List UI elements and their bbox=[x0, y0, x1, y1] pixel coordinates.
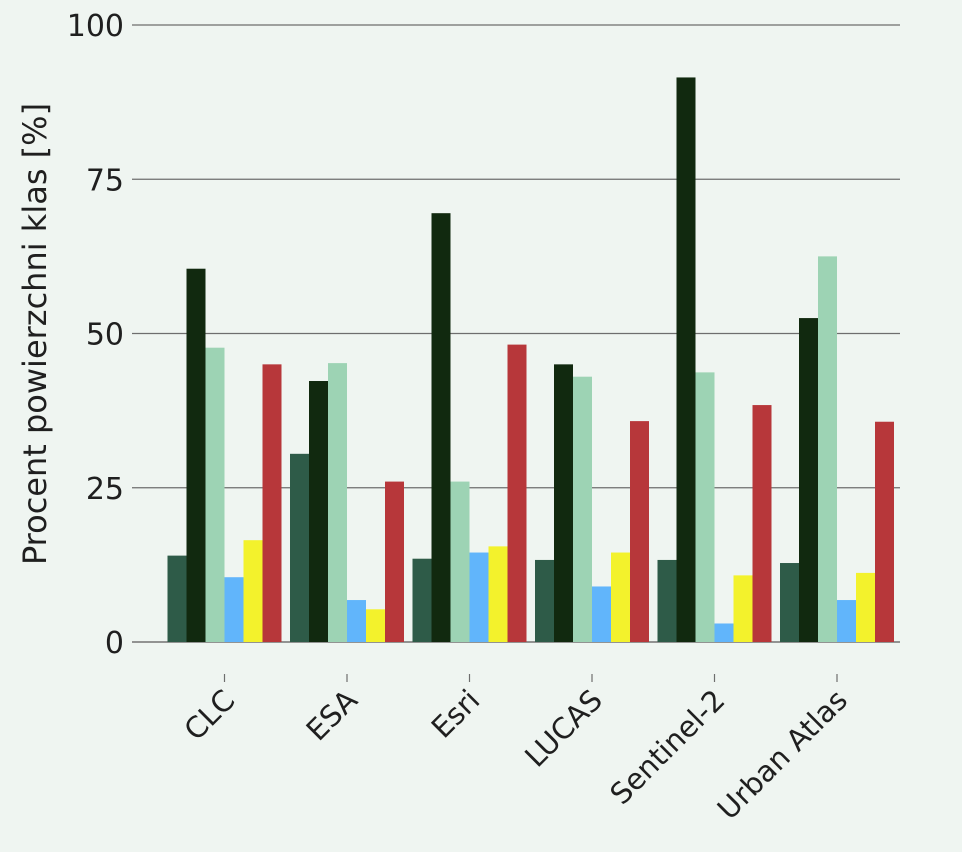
bar-sentinel-2-s6 bbox=[752, 405, 772, 642]
y-tick-label-50: 50 bbox=[86, 318, 124, 353]
bar-lucas-s3 bbox=[573, 376, 592, 642]
x-tick-label-esri: Esri bbox=[425, 683, 487, 745]
bar-urban-atlas-s5 bbox=[856, 572, 875, 642]
y-tick-label-0: 0 bbox=[105, 626, 124, 661]
y-axis-title: Procent powierzchni klas [%] bbox=[16, 103, 54, 565]
x-tick-label-sentinel-2: Sentinel-2 bbox=[603, 683, 731, 811]
bar-urban-atlas-s6 bbox=[875, 421, 894, 642]
bar-lucas-s2 bbox=[554, 364, 573, 642]
bar-esa-s1 bbox=[290, 453, 309, 642]
bar-clc-s1 bbox=[167, 555, 187, 642]
bar-esri-s4 bbox=[469, 552, 489, 642]
bar-esa-s2 bbox=[309, 381, 328, 642]
bar-esa-s5 bbox=[366, 609, 385, 642]
bar-lucas-s1 bbox=[535, 559, 554, 642]
bar-esri-s3 bbox=[450, 481, 470, 642]
bar-esa-s3 bbox=[328, 363, 347, 642]
bar-clc-s4 bbox=[224, 577, 244, 642]
bar-sentinel-2-s1 bbox=[657, 559, 677, 642]
bar-clc-s6 bbox=[262, 364, 282, 642]
x-tick-label-esa: ESA bbox=[300, 683, 365, 748]
bar-lucas-s6 bbox=[630, 421, 649, 642]
bar-esa-s6 bbox=[385, 481, 404, 642]
bar-clc-s2 bbox=[186, 268, 206, 642]
y-tick-label-100: 100 bbox=[67, 9, 124, 44]
bar-sentinel-2-s2 bbox=[676, 77, 696, 642]
y-tick-label-25: 25 bbox=[86, 472, 124, 507]
bar-sentinel-2-s4 bbox=[714, 623, 734, 642]
bar-sentinel-2-s3 bbox=[695, 372, 715, 642]
bar-esri-s6 bbox=[507, 344, 527, 642]
bar-urban-atlas-s4 bbox=[837, 600, 856, 642]
bar-lucas-s4 bbox=[592, 586, 611, 642]
bar-lucas-s5 bbox=[611, 552, 630, 642]
bar-urban-atlas-s3 bbox=[818, 256, 837, 642]
bars bbox=[167, 77, 894, 642]
bar-clc-s3 bbox=[205, 347, 225, 642]
bar-urban-atlas-s1 bbox=[780, 563, 799, 642]
bar-clc-s5 bbox=[243, 540, 263, 642]
x-tick-label-clc: CLC bbox=[177, 683, 241, 747]
bar-esri-s2 bbox=[431, 213, 451, 642]
bar-urban-atlas-s2 bbox=[799, 318, 818, 642]
bar-esri-s1 bbox=[412, 558, 432, 642]
y-axis-ticks: 0 25 50 75 100 bbox=[67, 9, 124, 661]
bar-esa-s4 bbox=[347, 600, 366, 642]
x-tick-label-urban-atlas: Urban Atlas bbox=[711, 683, 854, 826]
bar-sentinel-2-s5 bbox=[733, 575, 753, 642]
x-tick-label-lucas: LUCAS bbox=[518, 683, 609, 774]
bar-esri-s5 bbox=[488, 546, 508, 642]
y-tick-label-75: 75 bbox=[86, 163, 124, 198]
